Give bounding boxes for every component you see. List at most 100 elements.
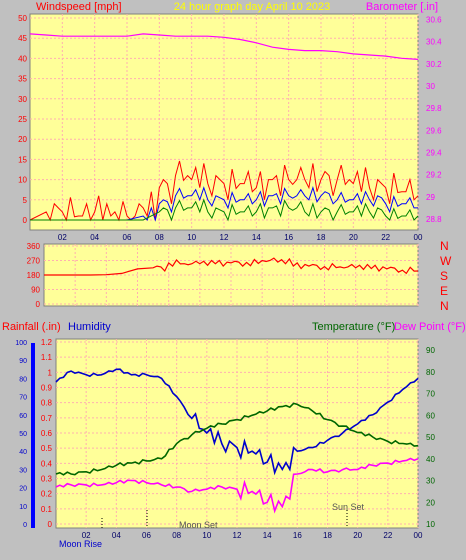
rainfall-tick-label: 0.3 (41, 475, 53, 484)
barometer-tick-label: 30.2 (426, 60, 442, 69)
wind-grid (30, 14, 419, 230)
wind-x-tick-label: 18 (317, 233, 326, 242)
direction-tick-label: 180 (27, 271, 41, 280)
rainfall-tick-label: 0.6 (41, 429, 53, 438)
humidity-tick-label: 60 (19, 413, 27, 420)
rainfall-tick-label: 0.9 (41, 384, 53, 393)
rainfall-tick-label: 0.7 (41, 414, 53, 423)
compass-letter: E (440, 284, 448, 298)
barometer-axis-ticks: 30.6 30.4 30.2 30 29.8 29.6 29.4 29.2 29 28.8 (426, 16, 442, 224)
rainfall-axis-bar (31, 343, 35, 528)
wind-low-line (30, 198, 419, 222)
temperature-tick-label: 60 (426, 411, 435, 420)
wind-x-tick-label: 14 (252, 233, 261, 242)
humidity-tick-label: 30 (19, 467, 27, 474)
humidity-x-tick-label: 04 (112, 531, 121, 540)
humidity-temperature-panel: Rainfall (.in) Humidity Temperature (°F)… (2, 321, 466, 549)
humidity-x-tick-label: 20 (353, 531, 362, 540)
temperature-tick-label: 30 (426, 477, 435, 486)
rainfall-tick-label: 0.4 (41, 459, 53, 468)
chart-title: 24 hour graph day April 10 2023 (174, 1, 331, 13)
temperature-tick-label: 80 (426, 368, 435, 377)
dewpoint-axis-label: Dew Point (°F) (394, 321, 466, 333)
astronomy-markers: Sun Set Moon Set Moon Rise (59, 502, 365, 549)
temperature-line (55, 402, 419, 476)
wind-x-tick-label: 02 (58, 233, 67, 242)
humidity-x-tick-label: 22 (383, 531, 392, 540)
rainfall-tick-label: 0 (48, 520, 53, 529)
humidity-axis-label: Humidity (68, 321, 111, 333)
wind-tick-label: 40 (18, 54, 27, 63)
direction-tick-label: 90 (31, 286, 40, 295)
temperature-axis-label: Temperature (°F) (312, 321, 395, 333)
wind-tick-label: 10 (18, 176, 27, 185)
wind-x-tick-label: 10 (187, 233, 196, 242)
wind-x-tick-label: 22 (381, 233, 390, 242)
temperature-axis-ticks: 90 80 70 60 50 40 30 20 10 (426, 346, 435, 529)
wind-x-tick-label: 20 (349, 233, 358, 242)
wind-x-tick-label: 08 (155, 233, 164, 242)
barometer-tick-label: 29 (426, 193, 435, 202)
humidity-tick-label: 90 (19, 358, 27, 365)
humidity-x-tick-label: 08 (172, 531, 181, 540)
barometer-tick-label: 29.6 (426, 126, 442, 135)
barometer-line (29, 33, 419, 60)
barometer-tick-label: 29.8 (426, 104, 442, 113)
rainfall-tick-label: 0.2 (41, 490, 53, 499)
compass-letter: W (440, 254, 452, 268)
wind-gust-line (29, 160, 419, 222)
humidity-x-tick-label: 14 (263, 531, 272, 540)
humidity-temperature-series (55, 368, 419, 514)
wind-x-tick-label: 00 (414, 233, 423, 242)
rainfall-tick-label: 1 (48, 368, 53, 377)
wind-tick-label: 45 (18, 34, 27, 43)
temperature-tick-label: 10 (426, 520, 435, 529)
humidity-tick-label: 40 (19, 449, 27, 456)
direction-series (44, 257, 419, 276)
windspeed-axis-label: Windspeed [mph] (36, 1, 122, 13)
wind-tick-label: 0 (23, 216, 28, 225)
wind-x-tick-label: 06 (123, 233, 132, 242)
barometer-tick-label: 29.4 (426, 148, 442, 157)
temperature-tick-label: 20 (426, 498, 435, 507)
humidity-x-tick-label: 02 (82, 531, 91, 540)
wind-direction-line (44, 257, 419, 276)
compass-letter: N (440, 239, 449, 253)
wind-x-tick-label: 04 (90, 233, 99, 242)
humidity-tick-label: 70 (19, 395, 27, 402)
barometer-tick-label: 28.8 (426, 215, 442, 224)
wind-tick-label: 50 (18, 14, 27, 23)
wind-average-line (30, 186, 418, 222)
wind-tick-label: 25 (18, 115, 27, 124)
wind-tick-label: 5 (23, 196, 28, 205)
humidity-x-tick-label: 18 (323, 531, 332, 540)
sun-set-label: Sun Set (332, 502, 365, 512)
barometer-tick-label: 30.4 (426, 38, 442, 47)
humidity-tick-label: 20 (19, 486, 27, 493)
temperature-tick-label: 90 (426, 346, 435, 355)
humidity-x-tick-label: 00 (414, 531, 423, 540)
humidity-time-axis: 02 04 06 08 10 12 14 16 18 20 22 00 (82, 531, 423, 540)
wind-time-axis: 02 04 06 08 10 12 14 16 18 20 22 00 (58, 233, 423, 242)
rainfall-axis-label: Rainfall (.in) (2, 321, 61, 333)
compass-letter: S (440, 269, 448, 283)
humidity-tick-label: 0 (23, 522, 27, 529)
wind-series (29, 33, 419, 222)
humidity-tick-label: 80 (19, 376, 27, 383)
barometer-tick-label: 30 (426, 82, 435, 91)
rainfall-tick-label: 0.8 (41, 399, 53, 408)
rainfall-tick-label: 0.5 (41, 444, 53, 453)
rainfall-tick-label: 1.1 (41, 353, 53, 362)
direction-tick-label: 270 (27, 257, 41, 266)
wind-tick-label: 20 (18, 135, 27, 144)
wind-x-tick-label: 16 (284, 233, 293, 242)
humidity-x-tick-label: 10 (202, 531, 211, 540)
moon-set-label: Moon Set (179, 520, 218, 530)
direction-tick-label: 0 (36, 300, 41, 309)
moon-rise-label: Moon Rise (59, 539, 102, 549)
